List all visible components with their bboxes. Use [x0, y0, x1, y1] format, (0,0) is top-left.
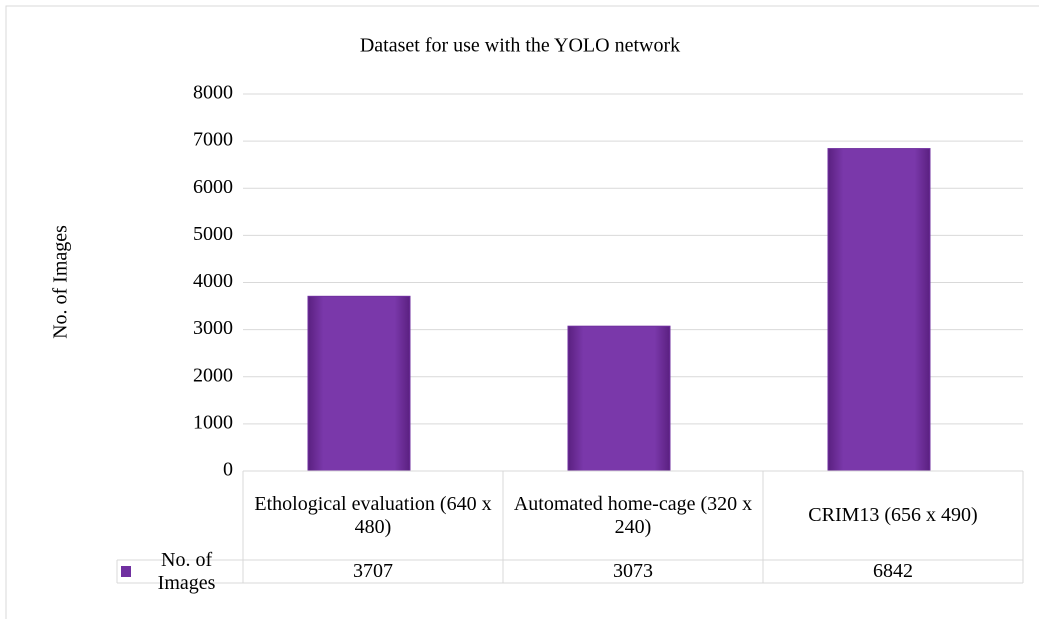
x-tick-label: Automated home-cage (320 x 240)	[513, 492, 753, 538]
y-tick-label: 8000	[193, 82, 233, 104]
y-tick-label: 7000	[193, 129, 233, 151]
x-tick-label: Ethological evaluation (640 x 480)	[254, 492, 492, 538]
data-table-value: 3073	[613, 560, 653, 582]
y-tick-label: 5000	[193, 223, 233, 245]
y-tick-label: 6000	[193, 176, 233, 198]
y-tick-label: 1000	[193, 411, 233, 433]
bar	[567, 325, 671, 472]
y-tick-label: 0	[223, 459, 233, 481]
y-tick-label: 3000	[193, 317, 233, 339]
bar	[307, 295, 411, 472]
legend-entry: No. of Images	[117, 549, 243, 594]
bar	[827, 148, 931, 472]
data-table-value: 6842	[873, 560, 913, 582]
legend-label: No. of Images	[157, 548, 216, 594]
legend-key	[121, 566, 132, 577]
chart-title: Dataset for use with the YOLO network	[360, 35, 680, 57]
x-tick-label: CRIM13 (656 x 490)	[808, 504, 978, 526]
data-table-value: 3707	[353, 560, 393, 582]
y-tick-label: 4000	[193, 270, 233, 292]
chart-border	[5, 5, 1039, 619]
y-axis-title: No. of Images	[50, 225, 72, 339]
y-tick-label: 2000	[193, 364, 233, 386]
